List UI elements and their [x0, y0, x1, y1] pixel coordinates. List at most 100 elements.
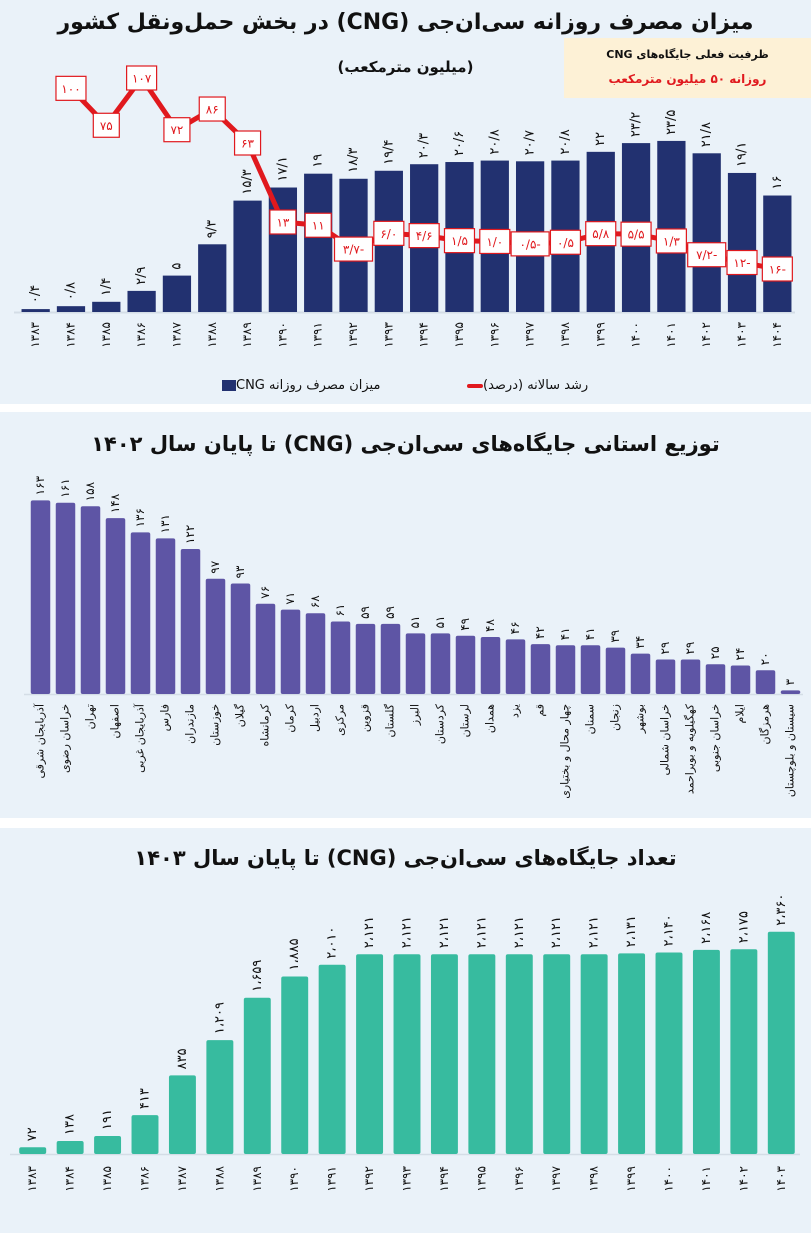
- bar: [580, 645, 601, 694]
- x-tick-label: ۱۴۰۰: [629, 322, 643, 348]
- growth-point-label: -۱۲: [733, 256, 750, 270]
- x-tick-label: ۱۳۹۵: [452, 322, 466, 348]
- bar: [198, 244, 227, 312]
- bar-value-label: ۱۹/۱: [735, 142, 750, 167]
- bar: [505, 639, 526, 694]
- bar-value-label: ۴۶: [508, 621, 522, 634]
- bar-value-label: ۵۹: [358, 606, 372, 619]
- bar-value-label: ۲۹: [658, 642, 672, 655]
- bar-value-label: ۲۰/۸: [558, 129, 573, 154]
- legend-item-growth: رشد سالانه (درصد): [465, 378, 588, 393]
- growth-point-label: ۱۱: [312, 219, 325, 233]
- bar-value-label: ۱۵۸: [83, 481, 97, 501]
- x-tick-label: ۱۳۸۶: [138, 1166, 152, 1192]
- bar-value-label: ۲،۱۷۵: [736, 911, 751, 943]
- bar: [580, 954, 608, 1154]
- bar-value-label: ۲،۳۶۰: [774, 894, 789, 926]
- bar: [105, 518, 126, 694]
- bar-value-label: ۱۶۳: [33, 475, 47, 495]
- growth-point-box: [761, 256, 793, 282]
- bar-value-label: ۲،۱۶۸: [699, 912, 714, 944]
- growth-point-label: ۶۳: [241, 137, 254, 151]
- bar-value-label: ۱۹/۴: [381, 139, 396, 164]
- bar: [94, 1136, 122, 1154]
- bar-value-label: ۱۹: [311, 154, 326, 168]
- growth-point-label: -۱۶: [769, 263, 786, 277]
- bar-value-label: ۱،۸۸۵: [287, 938, 302, 970]
- bar: [755, 670, 776, 694]
- x-tick-label: ۱۳۹۹: [593, 322, 607, 348]
- bar-value-label: ۵۱: [408, 616, 422, 629]
- bar: [543, 954, 571, 1154]
- growth-point-label: ۷۲: [170, 123, 183, 137]
- bar-value-label: ۹/۳: [205, 220, 220, 238]
- bar-value-label: ۱۳۸: [63, 1114, 78, 1135]
- bar: [205, 578, 226, 694]
- daily-consumption-panel: میزان مصرف روزانه سی‌ان‌جی (CNG) در بخش …: [0, 0, 811, 404]
- x-tick-label: سیستان و بلوچستان: [784, 704, 797, 797]
- x-tick-label: سمنان: [584, 704, 597, 734]
- growth-point-box: [163, 117, 191, 143]
- growth-point-box: [510, 231, 550, 257]
- x-tick-label: قزوین: [359, 704, 372, 732]
- x-tick-label: ۱۳۹۴: [437, 1166, 451, 1192]
- bar-value-label: ۲۳/۲: [629, 112, 644, 137]
- growth-point-label: ۱۰۷: [132, 72, 152, 86]
- bar: [618, 953, 646, 1154]
- x-tick-label: ۱۳۹۱: [325, 1166, 339, 1192]
- x-tick-label: ۱۳۹۲: [346, 322, 360, 348]
- bar-value-label: ۶۸: [308, 595, 322, 608]
- bar: [330, 621, 351, 694]
- x-tick-label: البرز: [409, 704, 422, 726]
- bar-value-label: ۱۶۱: [58, 478, 72, 497]
- bar-value-label: ۱۴۸: [108, 493, 122, 513]
- bar: [657, 140, 686, 312]
- bar-value-label: ۴۹: [458, 618, 472, 631]
- bar-value-label: ۲۱/۸: [699, 122, 714, 147]
- bar: [30, 500, 51, 694]
- bar: [280, 609, 301, 694]
- x-tick-label: بوشهر: [634, 704, 647, 734]
- legend-label: میزان مصرف روزانه CNG: [236, 378, 381, 393]
- bar: [605, 647, 626, 694]
- x-tick-label: کردستان: [434, 703, 447, 744]
- bar-value-label: ۱۸/۳: [346, 147, 361, 172]
- bar: [767, 931, 795, 1154]
- growth-point-label: ۱/۵: [451, 234, 468, 248]
- x-tick-label: ۱۴۰۰: [662, 1166, 676, 1192]
- bar-value-label: ۱۷/۱: [275, 156, 290, 181]
- growth-point-label: ۱/۳: [663, 234, 680, 248]
- bar: [268, 187, 298, 312]
- growth-point-box: [408, 223, 440, 249]
- x-tick-label: همدان: [484, 704, 497, 733]
- bar: [19, 1147, 47, 1154]
- growth-point-box: [304, 212, 332, 238]
- bar: [255, 603, 276, 694]
- bar-value-label: ۳: [783, 678, 797, 685]
- chart-title: تعداد جایگاه‌های سی‌ان‌جی (CNG) تا پایان…: [134, 846, 677, 870]
- bar: [21, 309, 50, 312]
- x-tick-label: ۱۳۸۴: [63, 1166, 77, 1192]
- bar-value-label: ۵۱: [433, 616, 447, 629]
- chart-title: توزیع استانی جایگاه‌های سی‌ان‌جی (CNG) ت…: [91, 432, 720, 456]
- x-tick-label: ۱۳۹۰: [275, 322, 289, 348]
- bar: [318, 964, 346, 1154]
- x-tick-label: ۱۳۹۳: [400, 1165, 414, 1191]
- bar-value-label: ۴۱۳: [138, 1088, 153, 1109]
- growth-point-label: -۳/۷: [343, 243, 364, 257]
- bar: [233, 200, 262, 312]
- x-tick-label: اصفهان: [109, 704, 122, 738]
- x-tick-label: ۱۳۹۶: [512, 1166, 526, 1192]
- bar-value-label: ۲،۱۳۱: [624, 915, 639, 947]
- growth-point-label: ۸۶: [206, 103, 219, 117]
- bar: [55, 502, 76, 694]
- bar: [430, 633, 451, 694]
- bar-value-label: ۲۲: [593, 132, 608, 146]
- growth-point-label: ۱/۰: [486, 235, 503, 249]
- bar-value-label: ۲۰/۷: [523, 130, 538, 155]
- bar-value-label: ۳۴: [633, 636, 647, 649]
- x-tick-label: ۱۴۰۴: [770, 322, 784, 348]
- x-tick-label: هرمزگان: [759, 704, 772, 745]
- bar: [180, 549, 201, 694]
- bar-value-label: ۱۳۶: [133, 508, 147, 527]
